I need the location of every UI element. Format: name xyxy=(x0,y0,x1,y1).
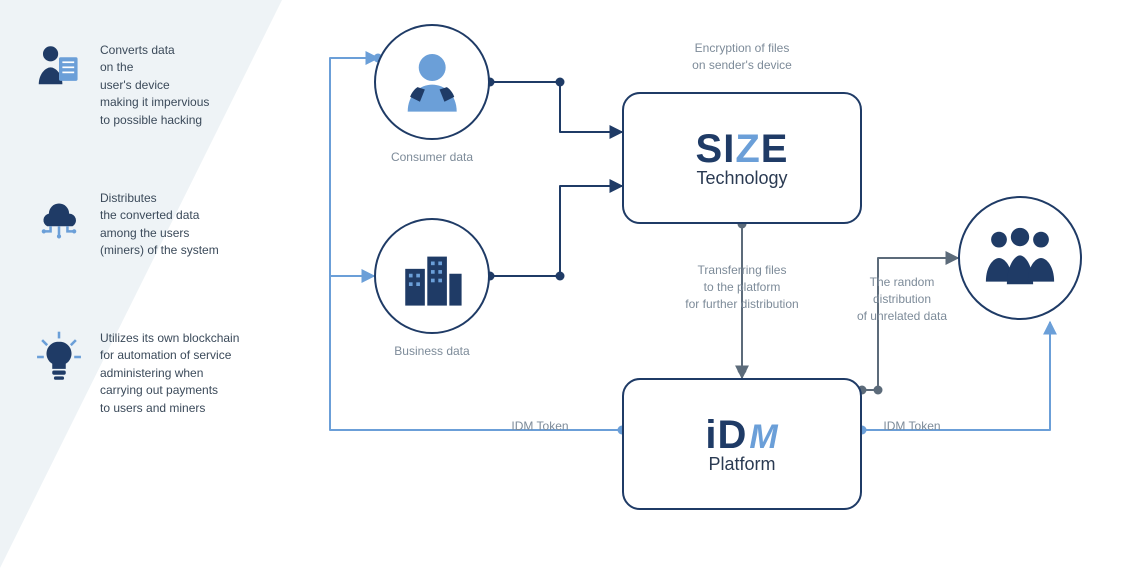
cloud-network-icon xyxy=(32,190,86,244)
business-data-node xyxy=(374,218,490,334)
transfer-label: Transferring filesto the platformfor fur… xyxy=(672,262,812,312)
consumer-icon xyxy=(393,43,471,121)
people-group-icon xyxy=(978,216,1062,300)
edge-dot xyxy=(556,78,565,87)
edge-consumer-to-size xyxy=(490,82,622,132)
consumer-data-caption: Consumer data xyxy=(382,150,482,164)
idm-sub-text: Platform xyxy=(708,454,775,475)
person-doc-icon xyxy=(32,42,86,96)
size-technology-node: SIZE Technology xyxy=(622,92,862,224)
miners-node xyxy=(958,196,1082,320)
side-item-convert: Converts dataon theuser's devicemaking i… xyxy=(32,42,270,129)
encryption-label: Encryption of fileson sender's device xyxy=(642,40,842,74)
edge-business-to-size xyxy=(490,186,622,276)
edge-token-loop-right xyxy=(330,58,378,276)
side-item-distribute-text: Distributesthe converted dataamong the u… xyxy=(100,190,270,260)
business-data-caption: Business data xyxy=(382,344,482,358)
idm-platform-node: iDM Platform xyxy=(622,378,862,510)
edge-dot xyxy=(738,366,747,375)
edge-miners-token-in xyxy=(862,322,1050,430)
side-item-blockchain-text: Utilizes its own blockchainfor automatio… xyxy=(100,330,270,417)
consumer-data-node xyxy=(374,24,490,140)
random-dist-label: The randomdistributionof unrelated data xyxy=(832,274,972,324)
idm-token-left-label: IDM Token xyxy=(470,418,610,435)
size-logo-text: SIZE xyxy=(696,127,789,172)
idm-token-right-label: IDM Token xyxy=(842,418,982,435)
edge-dot xyxy=(556,272,565,281)
side-item-convert-text: Converts dataon theuser's devicemaking i… xyxy=(100,42,270,129)
idm-logo-text: iDM xyxy=(705,413,778,458)
side-item-blockchain: Utilizes its own blockchainfor automatio… xyxy=(32,330,270,417)
buildings-icon xyxy=(393,237,471,315)
edge-dot xyxy=(874,386,883,395)
side-item-distribute: Distributesthe converted dataamong the u… xyxy=(32,190,270,260)
lightbulb-icon xyxy=(32,330,86,384)
size-sub-text: Technology xyxy=(696,168,787,189)
